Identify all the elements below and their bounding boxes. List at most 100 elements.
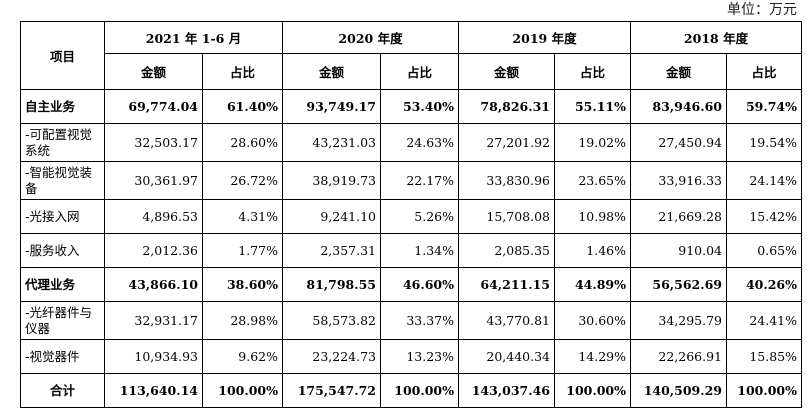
header-ratio: 占比 [554, 53, 631, 90]
cell-value: 9.62% [202, 339, 283, 374]
table-row: -视觉器件 10,934.93 9.62% 23,224.73 13.23% 2… [20, 339, 802, 374]
cell-value: 19.02% [554, 123, 631, 162]
table-row: 自主业务 69,774.04 61.40% 93,749.17 53.40% 7… [20, 89, 802, 124]
row-label: 合计 [20, 373, 105, 408]
cell-value: 15.42% [726, 199, 802, 234]
cell-value: 100.00% [202, 373, 283, 408]
unit-label: 单位：万元 [727, 2, 797, 18]
table-row: -光纤器件与仪器 32,931.17 28.98% 58,573.82 33.3… [20, 301, 802, 340]
header-amount: 金额 [282, 53, 381, 90]
cell-value: 13.23% [380, 339, 459, 374]
row-label: -可配置视觉系统 [20, 123, 105, 162]
cell-value: 38,919.73 [282, 161, 381, 200]
cell-value: 10,934.93 [104, 339, 203, 374]
table-row: -光接入网 4,896.53 4.31% 9,241.10 5.26% 15,7… [20, 199, 802, 234]
cell-value: 43,770.81 [458, 301, 555, 340]
cell-value: 24.63% [380, 123, 459, 162]
cell-value: 20,440.34 [458, 339, 555, 374]
table-row: -智能视觉装备 30,361.97 26.72% 38,919.73 22.17… [20, 161, 802, 200]
header-period: 2019 年度 [458, 21, 631, 54]
cell-value: 24.41% [726, 301, 802, 340]
cell-value: 93,749.17 [282, 89, 381, 124]
row-label: 代理业务 [20, 267, 105, 302]
header-amount: 金额 [630, 53, 727, 90]
header-ratio: 占比 [380, 53, 459, 90]
row-label: -光纤器件与仪器 [20, 301, 105, 340]
cell-value: 24.14% [726, 161, 802, 200]
total-row: 合计 113,640.14 100.00% 175,547.72 100.00%… [20, 373, 802, 408]
cell-value: 143,037.46 [458, 373, 555, 408]
header-period: 2021 年 1-6 月 [104, 21, 283, 54]
cell-value: 61.40% [202, 89, 283, 124]
header-period: 2020 年度 [282, 21, 459, 54]
cell-value: 30,361.97 [104, 161, 203, 200]
row-label: -视觉器件 [20, 339, 105, 374]
cell-value: 33.37% [380, 301, 459, 340]
cell-value: 1.46% [554, 233, 631, 268]
cell-value: 140,509.29 [630, 373, 727, 408]
cell-value: 83,946.60 [630, 89, 727, 124]
row-label: -光接入网 [20, 199, 105, 234]
cell-value: 100.00% [380, 373, 459, 408]
cell-value: 100.00% [726, 373, 802, 408]
cell-value: 34,295.79 [630, 301, 727, 340]
cell-value: 22,266.91 [630, 339, 727, 374]
revenue-table: 项目 2021 年 1-6 月 2020 年度 2019 年度 2018 年度 … [20, 21, 802, 408]
cell-value: 28.98% [202, 301, 283, 340]
cell-value: 0.65% [726, 233, 802, 268]
row-label: -服务收入 [20, 233, 105, 268]
cell-value: 32,503.17 [104, 123, 203, 162]
table-row: -可配置视觉系统 32,503.17 28.60% 43,231.03 24.6… [20, 123, 802, 162]
cell-value: 59.74% [726, 89, 802, 124]
cell-value: 27,450.94 [630, 123, 727, 162]
cell-value: 4.31% [202, 199, 283, 234]
row-label: 自主业务 [20, 89, 105, 124]
cell-value: 9,241.10 [282, 199, 381, 234]
cell-value: 32,931.17 [104, 301, 203, 340]
cell-value: 19.54% [726, 123, 802, 162]
cell-value: 58,573.82 [282, 301, 381, 340]
cell-value: 78,826.31 [458, 89, 555, 124]
cell-value: 64,211.15 [458, 267, 555, 302]
cell-value: 10.98% [554, 199, 631, 234]
header-period: 2018 年度 [630, 21, 802, 54]
cell-value: 15.85% [726, 339, 802, 374]
cell-value: 33,830.96 [458, 161, 555, 200]
cell-value: 38.60% [202, 267, 283, 302]
cell-value: 30.60% [554, 301, 631, 340]
cell-value: 44.89% [554, 267, 631, 302]
cell-value: 23.65% [554, 161, 631, 200]
cell-value: 43,866.10 [104, 267, 203, 302]
header-ratio: 占比 [726, 53, 802, 90]
cell-value: 22.17% [380, 161, 459, 200]
cell-value: 910.04 [630, 233, 727, 268]
cell-value: 26.72% [202, 161, 283, 200]
cell-value: 14.29% [554, 339, 631, 374]
header-row-metrics: 金额 占比 金额 占比 金额 占比 金额 占比 [21, 53, 802, 90]
cell-value: 28.60% [202, 123, 283, 162]
cell-value: 2,012.36 [104, 233, 203, 268]
cell-value: 100.00% [554, 373, 631, 408]
header-ratio: 占比 [202, 53, 283, 90]
cell-value: 4,896.53 [104, 199, 203, 234]
cell-value: 23,224.73 [282, 339, 381, 374]
header-amount: 金额 [458, 53, 555, 90]
cell-value: 56,562.69 [630, 267, 727, 302]
cell-value: 21,669.28 [630, 199, 727, 234]
cell-value: 113,640.14 [104, 373, 203, 408]
cell-value: 53.40% [380, 89, 459, 124]
cell-value: 15,708.08 [458, 199, 555, 234]
cell-value: 27,201.92 [458, 123, 555, 162]
cell-value: 55.11% [554, 89, 631, 124]
cell-value: 2,357.31 [282, 233, 381, 268]
cell-value: 43,231.03 [282, 123, 381, 162]
cell-value: 33,916.33 [630, 161, 727, 200]
cell-value: 46.60% [380, 267, 459, 302]
table-row: 代理业务 43,866.10 38.60% 81,798.55 46.60% 6… [20, 267, 802, 302]
cell-value: 40.26% [726, 267, 802, 302]
header-item: 项目 [20, 21, 105, 90]
cell-value: 5.26% [380, 199, 459, 234]
cell-value: 69,774.04 [104, 89, 203, 124]
header-row-periods: 项目 2021 年 1-6 月 2020 年度 2019 年度 2018 年度 [20, 21, 802, 90]
table-row: -服务收入 2,012.36 1.77% 2,357.31 1.34% 2,08… [20, 233, 802, 268]
